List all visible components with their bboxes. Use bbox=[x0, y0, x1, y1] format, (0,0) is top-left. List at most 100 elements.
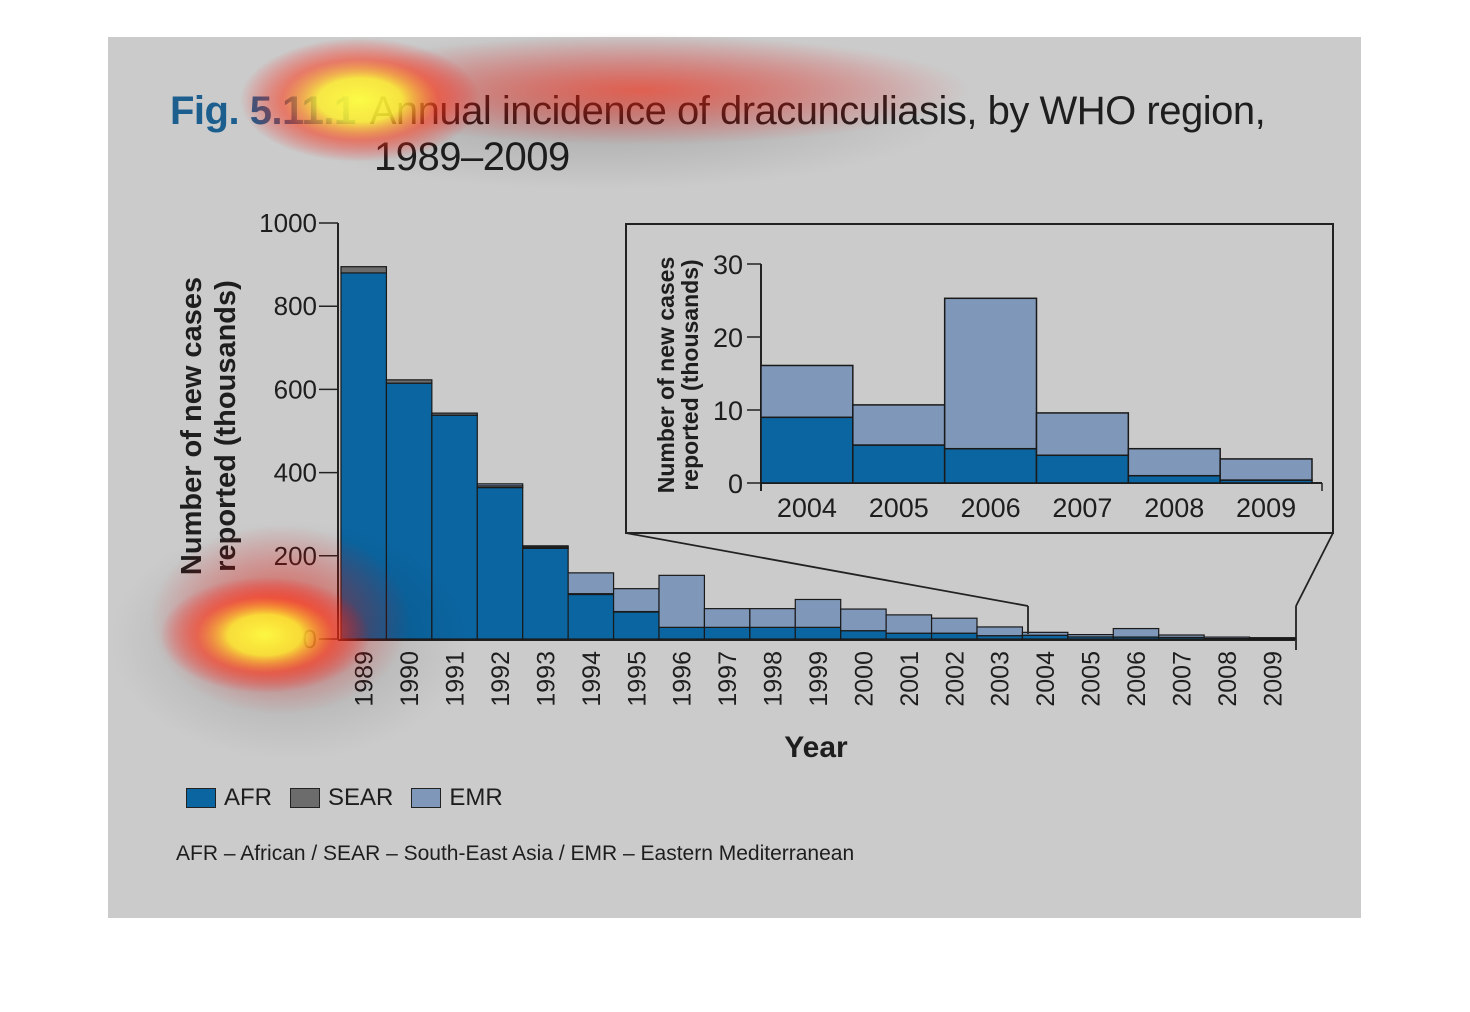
legend-item-sear: SEAR bbox=[290, 784, 393, 812]
bar-emr-1995 bbox=[612, 588, 660, 613]
bar-emr-1992 bbox=[476, 483, 524, 487]
inset-y-tick-label: 0 bbox=[728, 469, 743, 499]
bar-afr-2001 bbox=[885, 632, 933, 640]
legend-item-afr: AFR bbox=[186, 784, 272, 812]
y-tick-label: 0 bbox=[303, 624, 317, 654]
bar-afr-1993 bbox=[522, 547, 569, 640]
inset-y-tick-label: 20 bbox=[713, 323, 743, 353]
x-tick-label: 2008 bbox=[1214, 651, 1242, 707]
x-tick-label: 2004 bbox=[1032, 651, 1060, 707]
inset-bar-emr-2009 bbox=[1219, 458, 1313, 481]
inset-x-tick-label: 2005 bbox=[869, 493, 929, 523]
y-tick-label: 400 bbox=[274, 458, 317, 488]
x-tick-label: 1995 bbox=[623, 651, 651, 707]
inset-bar-afr-2005 bbox=[852, 444, 946, 484]
bar-emr-2004 bbox=[1021, 631, 1069, 636]
x-tick-label: 1998 bbox=[760, 651, 788, 707]
bar-emr-2001 bbox=[885, 614, 933, 634]
bar-afr-1999 bbox=[794, 626, 842, 640]
y-axis-title-line1: Number of new cases bbox=[176, 277, 208, 575]
inset-y-tick-label: 30 bbox=[713, 250, 743, 280]
x-tick-label: 1996 bbox=[669, 651, 697, 707]
inset-bar-afr-2004 bbox=[760, 416, 854, 484]
bar-emr-2006 bbox=[1112, 627, 1160, 638]
bar-afr-2000 bbox=[840, 630, 887, 640]
bar-emr-2008 bbox=[1203, 636, 1251, 640]
x-tick-label: 1999 bbox=[805, 651, 833, 707]
x-tick-label: 2005 bbox=[1078, 651, 1106, 707]
x-tick-label: 1990 bbox=[396, 651, 424, 707]
bar-afr-1994 bbox=[567, 593, 615, 640]
inset-bar-emr-2004 bbox=[760, 364, 854, 419]
x-tick-label: 2007 bbox=[1168, 651, 1196, 707]
x-tick-label: 1992 bbox=[487, 651, 515, 707]
inset-frame bbox=[625, 223, 1334, 534]
inset-x-tick-label: 2007 bbox=[1052, 493, 1112, 523]
bar-emr-1999 bbox=[794, 598, 842, 628]
bar-afr-1992 bbox=[476, 486, 524, 640]
inset-bar-emr-2007 bbox=[1035, 412, 1130, 457]
y-tick-label: 1000 bbox=[259, 208, 317, 238]
bar-emr-1996 bbox=[658, 574, 706, 628]
bar-sear-1990 bbox=[385, 379, 433, 384]
bar-afr-1989 bbox=[340, 272, 388, 640]
inset-x-tick-label: 2008 bbox=[1144, 493, 1204, 523]
bar-emr-1998 bbox=[749, 608, 796, 628]
y-tick-label: 800 bbox=[274, 291, 317, 321]
inset-y-axis-title-line1: Number of new cases bbox=[653, 257, 679, 493]
inset-connector-right bbox=[1295, 532, 1334, 607]
bar-emr-2000 bbox=[840, 608, 887, 632]
bar-emr-1994 bbox=[567, 572, 615, 595]
inset-bar-emr-2005 bbox=[852, 404, 946, 446]
bar-afr-1995 bbox=[612, 611, 660, 640]
x-tick-label: 2006 bbox=[1123, 651, 1151, 707]
inset-bar-afr-2008 bbox=[1127, 474, 1221, 484]
bar-emr-1993 bbox=[522, 545, 569, 548]
inset-bar-emr-2006 bbox=[943, 297, 1038, 450]
bar-emr-2003 bbox=[976, 626, 1024, 637]
x-tick-label: 1997 bbox=[714, 651, 742, 707]
x-tick-label: 2002 bbox=[941, 651, 969, 707]
x-tick-label: 1991 bbox=[442, 651, 470, 707]
x-tick-label: 2003 bbox=[987, 651, 1015, 707]
legend-label-afr: AFR bbox=[224, 784, 272, 811]
bar-afr-1990 bbox=[385, 382, 433, 640]
bar-afr-1991 bbox=[431, 414, 478, 640]
bar-sear-1991 bbox=[431, 412, 478, 416]
x-tick-label: 1989 bbox=[351, 651, 379, 707]
legend-item-emr: EMR bbox=[411, 784, 503, 812]
inset-y-axis-title-line2: reported (thousands) bbox=[677, 259, 703, 490]
legend-swatch-sear bbox=[290, 788, 320, 808]
legend: AFR SEAR EMR bbox=[186, 784, 503, 812]
y-tick-label: 200 bbox=[274, 541, 317, 571]
inset-x-tick-label: 2009 bbox=[1236, 493, 1296, 523]
inset-bar-emr-2008 bbox=[1127, 447, 1221, 477]
x-axis-title: Year bbox=[784, 731, 848, 764]
inset-connector-left bbox=[625, 532, 1029, 607]
bar-emr-2002 bbox=[930, 617, 978, 634]
bar-afr-1998 bbox=[749, 626, 796, 640]
bar-afr-2002 bbox=[930, 632, 978, 640]
x-tick-label: 1994 bbox=[578, 651, 606, 707]
bar-emr-2005 bbox=[1067, 633, 1114, 638]
bar-emr-2007 bbox=[1158, 634, 1205, 639]
legend-label-emr: EMR bbox=[449, 784, 503, 811]
x-tick-label: 2000 bbox=[850, 651, 878, 707]
y-axis-title: Number of new casesreported (thousands) bbox=[176, 277, 242, 575]
inset-x-tick-label: 2006 bbox=[961, 493, 1021, 523]
bar-afr-1997 bbox=[703, 626, 751, 640]
y-tick-label: 600 bbox=[274, 374, 317, 404]
x-tick-label: 2001 bbox=[896, 651, 924, 707]
legend-label-sear: SEAR bbox=[328, 784, 394, 811]
bar-emr-1997 bbox=[703, 608, 751, 628]
inset-bar-afr-2006 bbox=[943, 447, 1038, 484]
inset-x-tick-label: 2004 bbox=[777, 493, 837, 523]
bar-afr-1996 bbox=[658, 626, 706, 640]
y-axis-title-line2: reported (thousands) bbox=[210, 280, 242, 572]
x-tick-label: 1993 bbox=[532, 651, 560, 707]
x-tick-label: 2009 bbox=[1259, 651, 1287, 707]
bar-emr-2009 bbox=[1248, 637, 1296, 640]
legend-swatch-emr bbox=[411, 788, 442, 808]
bar-sear-1989 bbox=[340, 266, 388, 274]
